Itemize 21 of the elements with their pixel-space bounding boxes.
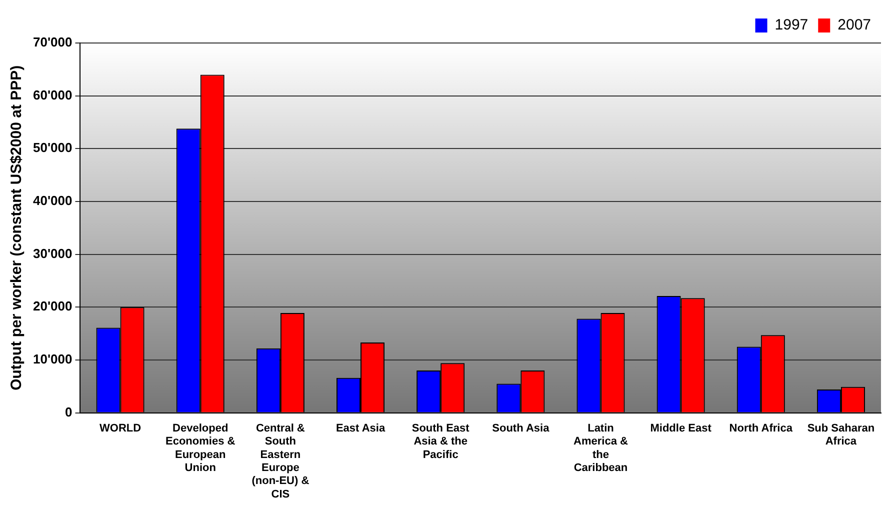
y-tick-label: 0 bbox=[65, 404, 72, 420]
y-axis-title: Output per worker (constant US$2000 at PPP) bbox=[8, 65, 26, 390]
x-tick-label: Central & South Eastern Europe (non-EU) & CIS bbox=[252, 422, 310, 500]
y-tick-label: 10'000 bbox=[32, 352, 72, 367]
x-tick-label: Latin America & the Caribbean bbox=[574, 422, 628, 474]
y-tick-label: 40'000 bbox=[32, 193, 72, 208]
y-tick-label: 50'000 bbox=[32, 140, 72, 156]
x-tick-label: Sub Saharan Africa bbox=[807, 422, 875, 448]
x-tick-label: South Asia bbox=[492, 422, 550, 434]
x-tick-label: East Asia bbox=[336, 422, 386, 434]
y-tick-label: 60'000 bbox=[32, 87, 72, 102]
x-tick-label: South East Asia & the Pacific bbox=[412, 422, 470, 461]
legend-label: 2007 bbox=[838, 16, 872, 34]
x-tick-label: Middle East bbox=[650, 422, 712, 434]
y-tick-label: 70'000 bbox=[32, 34, 72, 50]
x-tick-label: North Africa bbox=[729, 422, 794, 434]
legend-label: 1997 bbox=[774, 16, 808, 34]
y-tick-label: 30'000 bbox=[32, 246, 72, 261]
x-tick-label: WORLD bbox=[100, 422, 142, 434]
y-tick-label: 20'000 bbox=[32, 298, 72, 314]
x-tick-label: Developed Economies & European Union bbox=[166, 422, 236, 474]
